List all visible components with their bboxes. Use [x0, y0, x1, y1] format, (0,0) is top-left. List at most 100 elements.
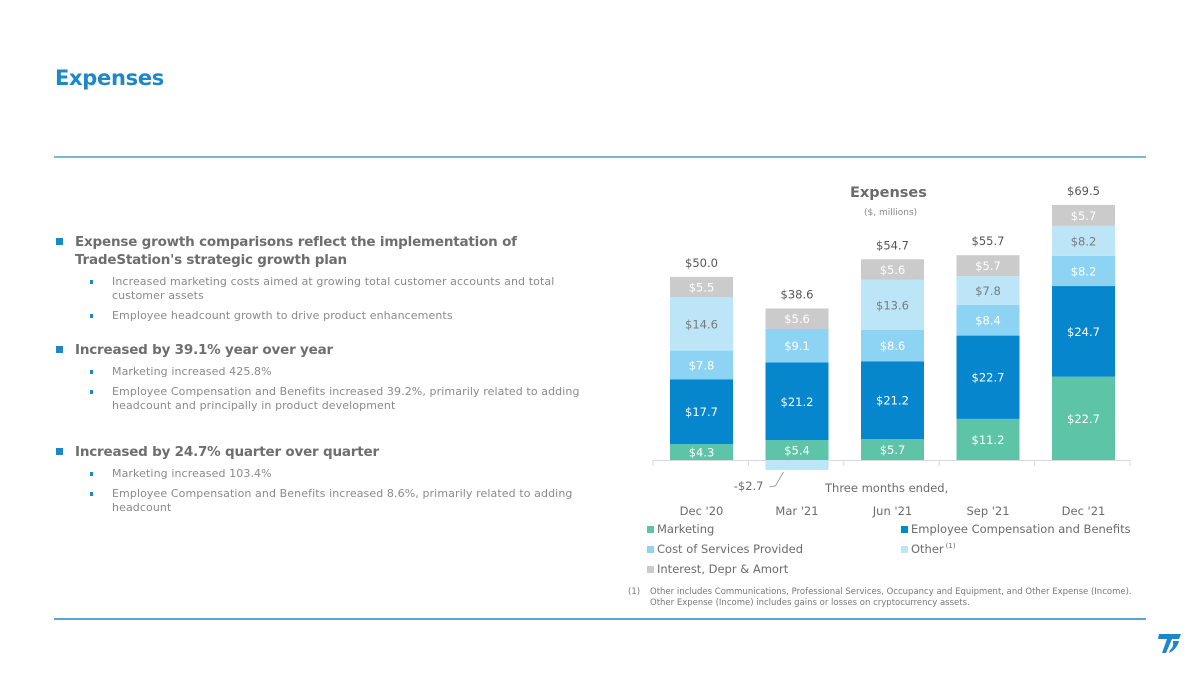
sub-bullet: Employee Compensation and Benefits incre… [55, 487, 595, 515]
bar-segment-other [956, 276, 1020, 305]
legend-label: Marketing [657, 522, 715, 536]
bullet-heading-text: Increased by 24.7% quarter over quarter [75, 444, 379, 460]
data-label: $11.2 [972, 433, 1005, 447]
bar-segment-marketing [861, 439, 924, 460]
bar-segment-employee-compensation-and-benefits [861, 361, 924, 440]
bar-segment-marketing [1052, 376, 1115, 460]
bar-segment-employee-compensation-and-benefits [956, 335, 1020, 419]
bar-segment-interest-depr-amort [765, 308, 829, 329]
bar-segment-cost-of-services-provided [765, 328, 829, 363]
footnote-marker: (1) [945, 542, 956, 550]
chart-title: Expenses [850, 185, 927, 201]
bar-segment-other [1052, 225, 1115, 256]
data-label: $22.7 [972, 371, 1005, 385]
legend-item-interest: Interest, Depr & Amort [647, 562, 788, 576]
legend-item-other: Other (1) [901, 542, 956, 556]
bar-segment-employee-compensation-and-benefits [670, 379, 733, 445]
legend-label: Employee Compensation and Benefits [911, 522, 1131, 536]
data-label: $8.2 [1071, 234, 1097, 248]
square-bullet-icon [56, 238, 63, 245]
data-label: $5.4 [784, 444, 810, 458]
x-tick-label: Dec '20 [680, 504, 724, 518]
bar-segment-cost-of-services-provided [1052, 255, 1115, 287]
bullet-group-qoq: Increased by 24.7% quarter over quarter … [55, 443, 595, 515]
legend-item-cost: Cost of Services Provided [647, 542, 803, 556]
bar-segment-marketing [956, 418, 1020, 460]
data-label: $5.5 [689, 280, 715, 294]
sub-bullet-text: Employee Compensation and Benefits incre… [112, 385, 580, 412]
data-label: $14.6 [685, 317, 718, 331]
square-bullet-icon [56, 448, 63, 455]
legend-swatch-employee [901, 525, 908, 533]
total-label: $54.7 [876, 238, 909, 252]
x-tick-label: Sep '21 [966, 504, 1009, 518]
data-label: $5.7 [1071, 209, 1097, 223]
bar-segment-other [765, 460, 829, 470]
x-tick-label: Dec '21 [1062, 504, 1106, 518]
data-label: $9.1 [784, 339, 810, 353]
small-bullet-icon [90, 390, 93, 394]
legend-swatch-cost [647, 545, 654, 553]
expenses-chart: Expenses ($, millions) $4.3 $17.7 $7.8 $14.… [600, 160, 1180, 620]
bar-segment-employee-compensation-and-benefits [1052, 286, 1115, 377]
sub-bullet-text: Employee Compensation and Benefits incre… [112, 487, 573, 514]
key-points: Expense growth comparisons reflect the i… [55, 233, 595, 533]
sub-bullet: Employee Compensation and Benefits incre… [55, 385, 595, 413]
small-bullet-icon [90, 370, 93, 374]
data-label: $24.7 [1067, 325, 1100, 339]
bar-segment-employee-compensation-and-benefits [765, 362, 829, 441]
legend-swatch-other [901, 545, 908, 553]
total-label: $50.0 [685, 256, 718, 270]
small-bullet-icon [90, 492, 93, 496]
sub-bullet: Marketing increased 425.8% [55, 365, 595, 379]
bullet-heading-text: Increased by 39.1% year over year [75, 342, 333, 358]
page-title: Expenses [55, 66, 164, 90]
tradestation-logo-icon [1158, 634, 1181, 653]
bar-segment-cost-of-services-provided [861, 329, 924, 362]
data-label: $17.7 [685, 405, 718, 419]
bar-segment-cost-of-services-provided [956, 304, 1020, 336]
data-label: $22.7 [1067, 412, 1100, 426]
sub-bullet-text: Marketing increased 103.4% [112, 467, 272, 480]
sub-bullet-text: Marketing increased 425.8% [112, 365, 272, 378]
data-label: $5.6 [880, 263, 906, 277]
bar-segment-interest-depr-amort [1052, 204, 1115, 226]
legend-item-marketing: Marketing [647, 522, 714, 536]
data-label: $5.7 [880, 443, 906, 457]
bar-segment-other [861, 279, 924, 330]
x-tick-label: Jun '21 [872, 504, 912, 518]
bar-segment-interest-depr-amort [861, 259, 924, 280]
sub-bullet-text: Increased marketing costs aimed at growi… [112, 275, 555, 302]
sub-bullet: Marketing increased 103.4% [55, 467, 595, 481]
total-label: $38.6 [781, 287, 814, 301]
sub-bullet: Employee headcount growth to drive produ… [55, 309, 595, 323]
data-label: $8.6 [880, 339, 906, 353]
bullet-heading: Increased by 39.1% year over year [55, 341, 595, 359]
bar-segment-interest-depr-amort [956, 255, 1020, 277]
data-label: $7.8 [689, 358, 715, 372]
bar-segment-marketing [670, 444, 733, 460]
total-label: $69.5 [1067, 184, 1100, 198]
total-label: $55.7 [972, 234, 1005, 248]
leader-line [769, 471, 784, 488]
bullet-heading-text: Expense growth comparisons reflect the i… [75, 234, 517, 268]
title-divider [54, 156, 1146, 158]
bar-segment-other [670, 297, 733, 351]
legend-swatch-interest [647, 565, 654, 573]
sub-bullet-text: Employee headcount growth to drive produ… [112, 309, 453, 322]
bullet-group-growth-plan: Expense growth comparisons reflect the i… [55, 233, 595, 323]
data-label: $8.2 [1071, 264, 1097, 278]
small-bullet-icon [90, 314, 93, 318]
bullet-group-yoy: Increased by 39.1% year over year Market… [55, 341, 595, 413]
legend-label: Cost of Services Provided [657, 542, 804, 556]
bar-segment-cost-of-services-provided [670, 350, 733, 380]
bullet-heading: Expense growth comparisons reflect the i… [55, 233, 595, 269]
chart-plot: $4.3 $17.7 $7.8 $14.6 $5.5 $50.0 Dec '20 $5.4 $2… [652, 184, 1131, 518]
square-bullet-icon [56, 346, 63, 353]
data-label: $5.7 [975, 259, 1001, 273]
bar-segment-marketing [765, 440, 829, 460]
data-label: -$2.7 [734, 479, 764, 493]
legend-item-employee: Employee Compensation and Benefits [901, 522, 1131, 536]
sub-bullet: Increased marketing costs aimed at growi… [55, 275, 595, 303]
footnote-number: (1) [628, 587, 641, 597]
